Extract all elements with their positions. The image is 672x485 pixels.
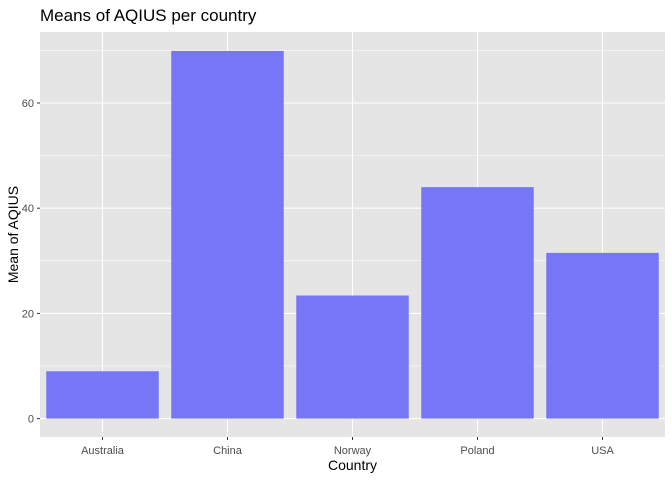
x-axis-label: Country xyxy=(328,457,377,473)
y-tick-label: 20 xyxy=(22,308,34,320)
y-tick-label: 60 xyxy=(22,98,34,110)
x-tick-label: Australia xyxy=(81,445,125,457)
bars xyxy=(46,50,659,419)
bar-norway xyxy=(296,295,409,419)
y-axis: 0 20 40 60 xyxy=(22,98,40,426)
x-tick-label: China xyxy=(213,445,243,457)
y-tick-label: 40 xyxy=(22,203,34,215)
x-axis: Australia China Norway Poland USA xyxy=(81,437,614,457)
x-tick-label: USA xyxy=(591,445,614,457)
bar-australia xyxy=(46,371,159,419)
x-tick-label: Norway xyxy=(334,445,372,457)
bar-china xyxy=(171,50,284,419)
chart-title: Means of AQIUS per country xyxy=(40,6,257,25)
y-axis-label: Mean of AQIUS xyxy=(5,186,21,283)
y-tick-label: 0 xyxy=(28,414,34,426)
bar-poland xyxy=(421,187,534,419)
x-tick-label: Poland xyxy=(460,445,494,457)
bar-usa xyxy=(546,252,659,419)
